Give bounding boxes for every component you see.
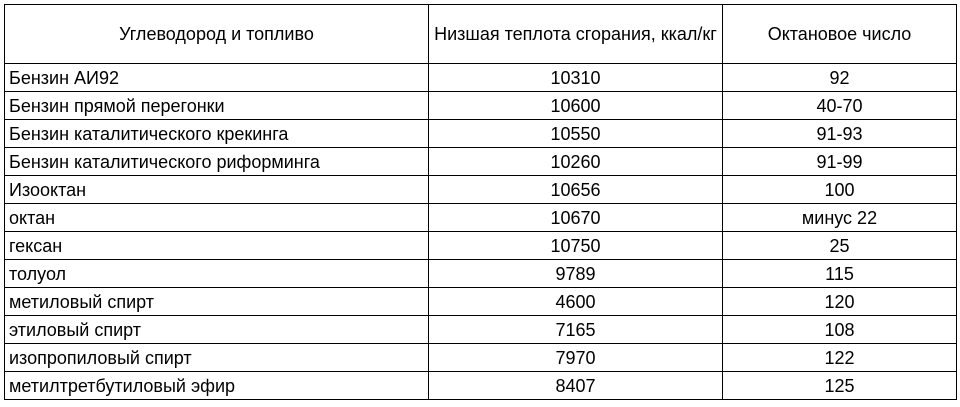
octane-cell: 108 <box>722 315 957 344</box>
fuel-name-cell: этиловый спирт <box>4 315 429 344</box>
fuel-name-cell: гексан <box>4 231 429 260</box>
fuel-name-cell: метилтретбутиловый эфир <box>4 371 429 400</box>
octane-cell: 115 <box>722 259 957 288</box>
table-row: толуол 9789 115 <box>4 259 957 288</box>
heat-value-cell: 10310 <box>428 63 723 92</box>
table-row: гексан 10750 25 <box>4 231 957 260</box>
fuel-name-cell: октан <box>4 203 429 232</box>
octane-cell: 100 <box>722 175 957 204</box>
table-row: этиловый спирт 7165 108 <box>4 315 957 344</box>
fuel-name-cell: Бензин каталитического риформинга <box>4 147 429 176</box>
table-row: октан 10670 минус 22 <box>4 203 957 232</box>
fuel-name-cell: Бензин каталитического крекинга <box>4 119 429 148</box>
octane-cell: минус 22 <box>722 203 957 232</box>
header-fuel: Углеводород и топливо <box>4 4 429 64</box>
heat-value-cell: 10670 <box>428 203 723 232</box>
table-row: Изооктан 10656 100 <box>4 175 957 204</box>
octane-cell: 125 <box>722 371 957 400</box>
octane-cell: 91-93 <box>722 119 957 148</box>
fuel-properties-table: Углеводород и топливо Низшая теплота сго… <box>4 4 957 400</box>
table-row: Бензин каталитического крекинга 10550 91… <box>4 119 957 148</box>
heat-value-cell: 8407 <box>428 371 723 400</box>
header-heat-value: Низшая теплота сгорания, ккал/кг <box>428 4 723 64</box>
heat-value-cell: 10750 <box>428 231 723 260</box>
header-octane: Октановое число <box>722 4 957 64</box>
octane-cell: 25 <box>722 231 957 260</box>
octane-cell: 120 <box>722 287 957 316</box>
table-row: Бензин прямой перегонки 10600 40-70 <box>4 91 957 120</box>
fuel-name-cell: Бензин прямой перегонки <box>4 91 429 120</box>
heat-value-cell: 7970 <box>428 343 723 372</box>
table-row: Бензин АИ92 10310 92 <box>4 63 957 92</box>
table-row: изопропиловый спирт 7970 122 <box>4 343 957 372</box>
table-row: метиловый спирт 4600 120 <box>4 287 957 316</box>
heat-value-cell: 10600 <box>428 91 723 120</box>
octane-cell: 40-70 <box>722 91 957 120</box>
heat-value-cell: 7165 <box>428 315 723 344</box>
fuel-name-cell: Бензин АИ92 <box>4 63 429 92</box>
octane-cell: 92 <box>722 63 957 92</box>
table-row: метилтретбутиловый эфир 8407 125 <box>4 371 957 400</box>
fuel-name-cell: изопропиловый спирт <box>4 343 429 372</box>
table-header-row: Углеводород и топливо Низшая теплота сго… <box>4 4 957 64</box>
heat-value-cell: 10260 <box>428 147 723 176</box>
fuel-name-cell: метиловый спирт <box>4 287 429 316</box>
fuel-name-cell: толуол <box>4 259 429 288</box>
octane-cell: 122 <box>722 343 957 372</box>
heat-value-cell: 10550 <box>428 119 723 148</box>
heat-value-cell: 4600 <box>428 287 723 316</box>
table-row: Бензин каталитического риформинга 10260 … <box>4 147 957 176</box>
fuel-name-cell: Изооктан <box>4 175 429 204</box>
heat-value-cell: 10656 <box>428 175 723 204</box>
heat-value-cell: 9789 <box>428 259 723 288</box>
octane-cell: 91-99 <box>722 147 957 176</box>
